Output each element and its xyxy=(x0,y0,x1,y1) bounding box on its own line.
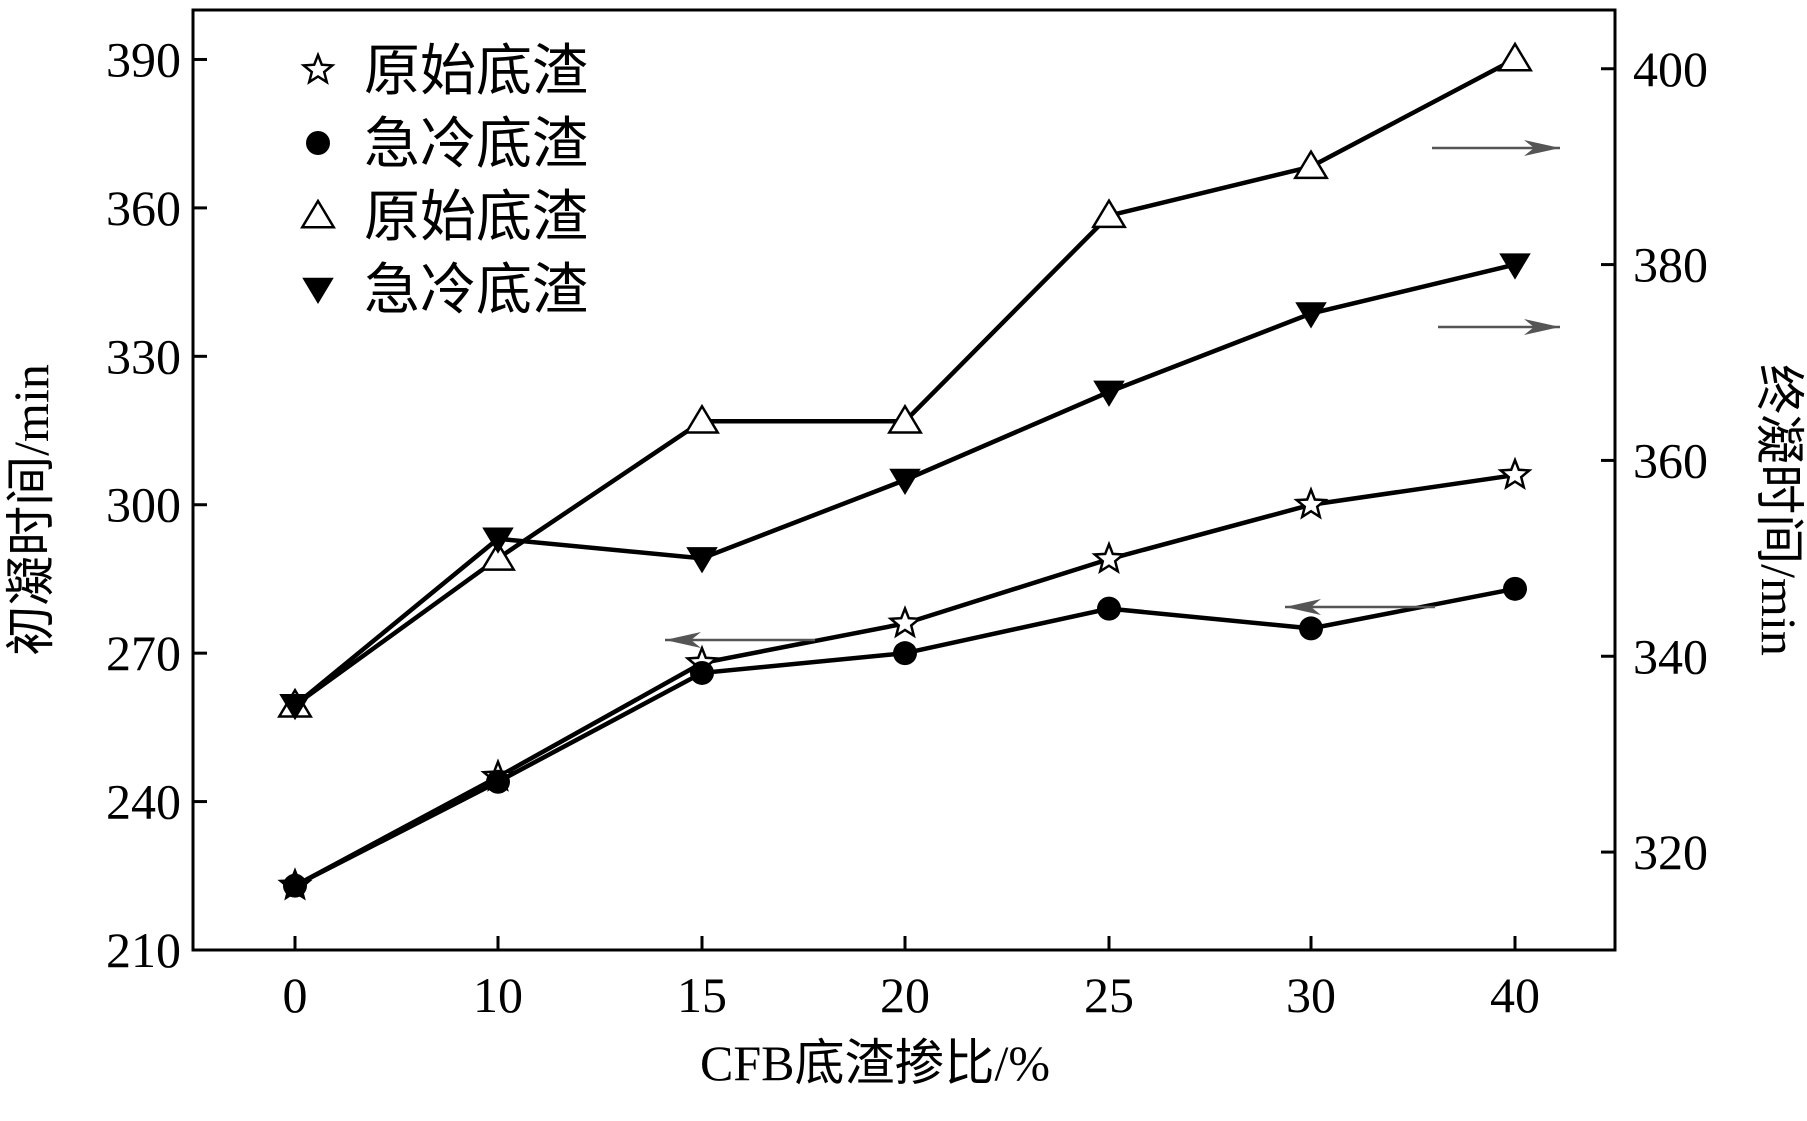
y-right-tick-label: 340 xyxy=(1633,628,1708,684)
legend-label: 急冷底渣 xyxy=(364,260,588,322)
series-1-circle xyxy=(283,576,1527,898)
y-left-tick-label: 240 xyxy=(106,774,181,830)
data-point xyxy=(887,403,923,434)
legend-label: 原始底渣 xyxy=(364,41,588,103)
x-tick-label: 30 xyxy=(1286,967,1336,1023)
data-point xyxy=(1093,380,1125,407)
legend-marker xyxy=(302,277,334,304)
legend-label: 急冷底渣 xyxy=(364,114,588,176)
x-tick-label: 40 xyxy=(1490,967,1540,1023)
data-point xyxy=(1091,198,1127,229)
x-tick-label: 15 xyxy=(677,967,727,1023)
y-right-tick-label: 400 xyxy=(1633,41,1708,97)
data-point xyxy=(279,693,311,721)
y-axis-right-label: 终凝时间/min xyxy=(1751,364,1807,656)
data-point xyxy=(1499,253,1531,280)
x-tick-label: 10 xyxy=(473,967,523,1023)
data-point xyxy=(486,769,510,794)
legend-entry-2: 原始底渣 xyxy=(300,187,588,249)
data-point xyxy=(893,641,917,666)
series-line xyxy=(293,472,1516,888)
x-tick-label: 20 xyxy=(880,967,930,1023)
data-point xyxy=(283,873,307,898)
arrow-right-0 xyxy=(1432,140,1560,156)
series-0-star xyxy=(277,456,1533,901)
series-2-triangle-up xyxy=(277,41,1533,718)
series-line xyxy=(293,586,1516,888)
y-right-tick-label: 380 xyxy=(1633,237,1708,293)
data-point xyxy=(1293,486,1329,520)
legend-label: 原始底渣 xyxy=(364,187,588,249)
data-point xyxy=(684,403,720,434)
y-left-tick-label: 390 xyxy=(106,31,181,87)
arrow-left-2 xyxy=(665,632,815,648)
series-3-triangle-down xyxy=(279,253,1531,721)
y-left-tick-label: 330 xyxy=(106,328,181,384)
y-left-tick-label: 210 xyxy=(106,922,181,978)
data-point xyxy=(1293,149,1329,180)
legend-entry-3: 急冷底渣 xyxy=(302,260,588,322)
y-left-tick-label: 360 xyxy=(106,180,181,236)
legend-entry-0: 原始底渣 xyxy=(300,41,588,103)
data-point xyxy=(1497,456,1533,490)
y-right-tick-label: 360 xyxy=(1633,432,1708,488)
legend-marker xyxy=(300,198,336,229)
data-point xyxy=(1295,302,1327,329)
arrow-right-1 xyxy=(1438,319,1560,335)
data-point xyxy=(482,527,514,554)
x-axis-label: CFB底渣掺比/% xyxy=(700,1035,1050,1091)
y-right-tick-label: 320 xyxy=(1633,824,1708,880)
legend-entry-1: 急冷底渣 xyxy=(306,114,588,176)
data-point xyxy=(686,547,718,574)
data-point xyxy=(1503,576,1527,601)
y-left-tick-label: 300 xyxy=(106,477,181,533)
arrow-left-3 xyxy=(1285,599,1435,615)
data-point xyxy=(1299,616,1323,641)
data-point xyxy=(1497,41,1533,72)
data-point xyxy=(690,660,714,685)
data-point xyxy=(887,605,923,639)
data-point xyxy=(1097,596,1121,621)
data-point xyxy=(480,540,516,571)
data-point xyxy=(889,468,921,495)
legend-marker xyxy=(306,131,330,155)
data-point xyxy=(1091,540,1127,575)
x-tick-label: 25 xyxy=(1084,967,1134,1023)
x-tick-label: 0 xyxy=(283,967,308,1023)
legend-marker xyxy=(300,51,336,85)
y-axis-left-label: 初凝时间/min xyxy=(3,364,59,656)
y-left-tick-label: 270 xyxy=(106,625,181,681)
